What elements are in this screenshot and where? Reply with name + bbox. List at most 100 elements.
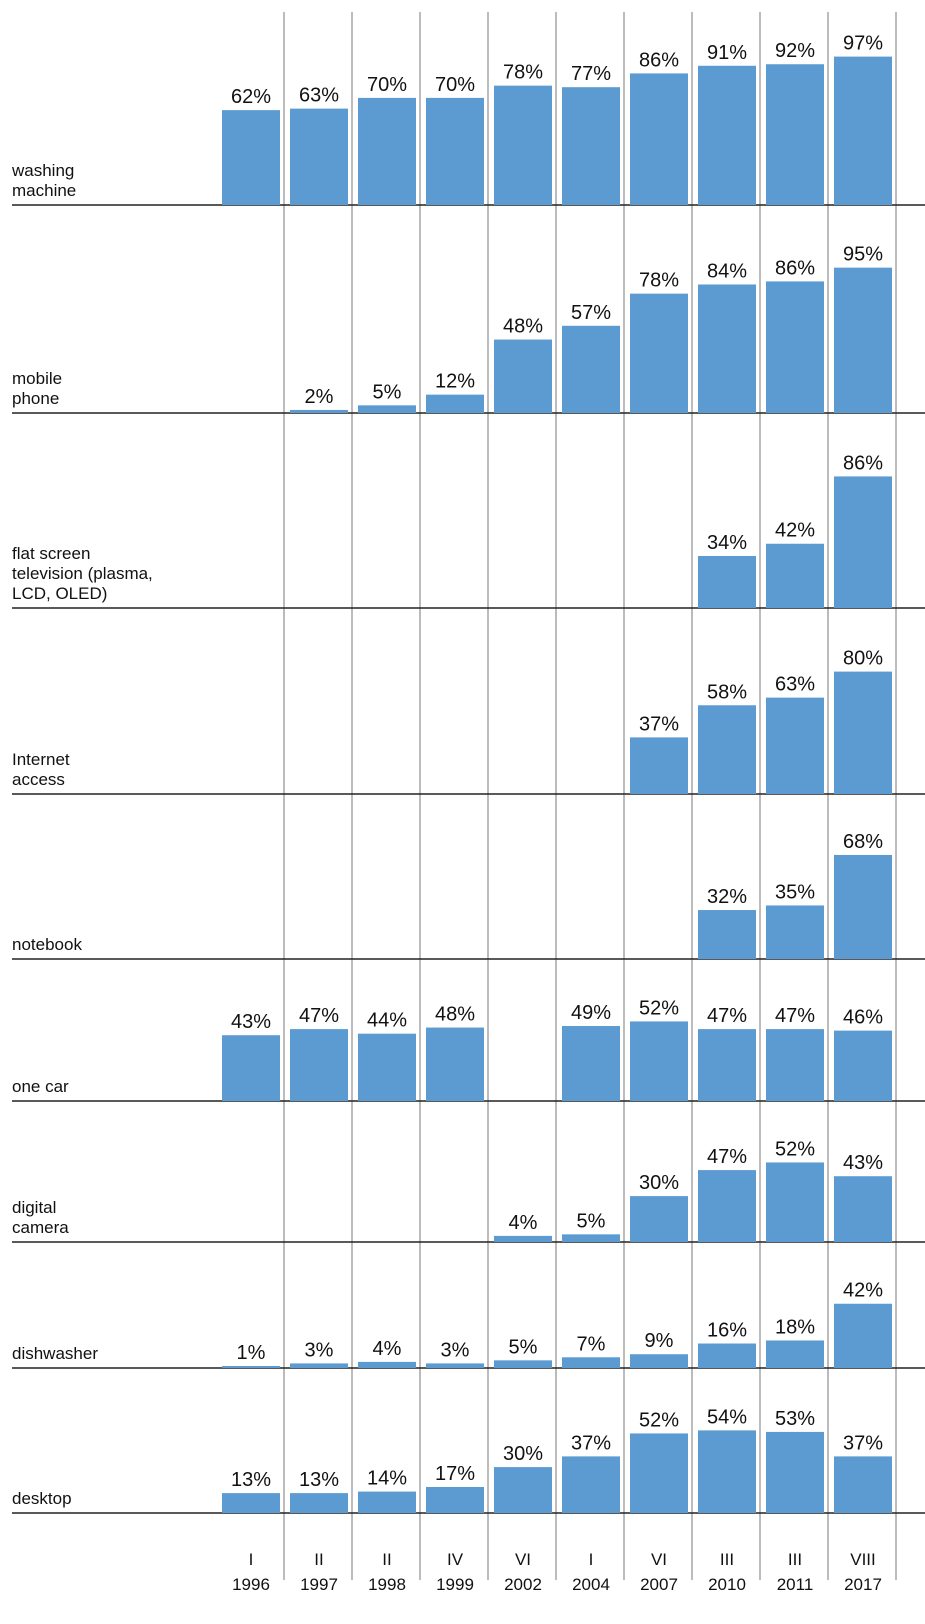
bar (562, 1026, 620, 1101)
bar-value-label: 48% (503, 316, 543, 338)
bar-value-label: 68% (843, 831, 883, 853)
x-tick-month: VI (651, 1550, 667, 1569)
bar (290, 1493, 348, 1513)
bar-value-label: 47% (707, 1005, 747, 1027)
bar (358, 97, 416, 205)
row-label: dishwasher (12, 1344, 98, 1363)
bar-value-label: 47% (775, 1005, 815, 1027)
bar (562, 1456, 620, 1513)
bar (834, 1456, 892, 1513)
x-tick-year: 1998 (368, 1575, 406, 1594)
bar (834, 267, 892, 413)
bar-value-label: 43% (843, 1152, 883, 1174)
x-tick-year: 2010 (708, 1575, 746, 1594)
x-tick-year: 2011 (777, 1575, 814, 1594)
bar-value-label: 49% (571, 1002, 611, 1024)
bar (630, 1021, 688, 1101)
bar-value-label: 91% (707, 42, 747, 64)
x-tick-year: 1999 (436, 1575, 474, 1594)
x-tick-month: VI (515, 1550, 531, 1569)
x-tick-year: 2004 (572, 1575, 610, 1594)
bar-value-label: 34% (707, 532, 747, 554)
bar-value-label: 62% (231, 86, 271, 108)
bar-value-label: 48% (435, 1004, 475, 1026)
bar-value-label: 16% (707, 1320, 747, 1342)
bar (766, 1029, 824, 1101)
bar-value-label: 2% (305, 386, 334, 408)
bar-value-label: 14% (367, 1468, 407, 1490)
bar (358, 1361, 416, 1368)
bar (766, 543, 824, 608)
row-label: desktop (12, 1489, 72, 1508)
bar-value-label: 32% (707, 886, 747, 908)
bar-value-label: 52% (639, 997, 679, 1019)
bar (834, 854, 892, 959)
bar-value-label: 97% (843, 33, 883, 55)
row-label: digital camera (12, 1198, 69, 1237)
bar (290, 1363, 348, 1368)
bar-value-label: 3% (441, 1339, 470, 1361)
bar (766, 905, 824, 959)
bar (562, 325, 620, 413)
bar-value-label: 53% (775, 1408, 815, 1430)
bar (630, 737, 688, 794)
x-tick-year: 1996 (232, 1575, 270, 1594)
bar-value-label: 4% (509, 1212, 538, 1234)
bar (358, 1033, 416, 1101)
bar (222, 110, 280, 205)
bar-value-label: 95% (843, 244, 883, 266)
bar (698, 284, 756, 413)
bar-value-label: 5% (509, 1336, 538, 1358)
bar (358, 1491, 416, 1513)
bar-value-label: 9% (645, 1330, 674, 1352)
bar (698, 910, 756, 959)
bar (494, 1467, 552, 1513)
bar-value-label: 5% (373, 381, 402, 403)
bar (766, 1431, 824, 1513)
bar-value-label: 7% (577, 1333, 606, 1355)
x-tick-month: I (249, 1550, 254, 1569)
bar (494, 1360, 552, 1368)
x-tick-month: III (788, 1550, 802, 1569)
x-tick-month: II (382, 1550, 391, 1569)
bar-value-label: 43% (231, 1011, 271, 1033)
x-tick-year: 2002 (504, 1575, 542, 1594)
bar (834, 1303, 892, 1368)
bar (698, 705, 756, 794)
bar-value-label: 30% (503, 1443, 543, 1465)
bar (834, 56, 892, 206)
bar-value-label: 92% (775, 40, 815, 62)
bar (494, 339, 552, 413)
bar-value-label: 86% (639, 49, 679, 71)
bar (290, 108, 348, 205)
bar (222, 1035, 280, 1101)
bar-value-label: 63% (775, 674, 815, 696)
row-label: Internet access (12, 750, 70, 789)
bar-value-label: 17% (435, 1463, 475, 1485)
bar-value-label: 84% (707, 260, 747, 282)
bar (698, 1430, 756, 1513)
bar (834, 1176, 892, 1242)
bar (562, 1234, 620, 1242)
bar-value-label: 37% (843, 1432, 883, 1454)
bar (698, 555, 756, 608)
row-label: flat screen television (plasma, LCD, OLE… (12, 544, 153, 603)
bar-value-label: 70% (367, 74, 407, 96)
bar (630, 73, 688, 205)
bar-value-label: 77% (571, 63, 611, 85)
x-tick-month: I (589, 1550, 594, 1569)
bar (426, 1486, 484, 1513)
bar (766, 1162, 824, 1242)
row-label: mobile phone (12, 369, 63, 408)
bar-value-label: 78% (503, 62, 543, 84)
bar (222, 1493, 280, 1513)
bar-value-label: 13% (231, 1469, 271, 1491)
bar-value-label: 35% (775, 881, 815, 903)
bar-value-label: 70% (435, 74, 475, 96)
bar-value-label: 37% (571, 1432, 611, 1454)
bar (834, 1030, 892, 1101)
bar-value-label: 42% (775, 520, 815, 542)
bar (698, 1343, 756, 1368)
x-tick-month: VIII (850, 1550, 876, 1569)
bar-value-label: 13% (299, 1469, 339, 1491)
